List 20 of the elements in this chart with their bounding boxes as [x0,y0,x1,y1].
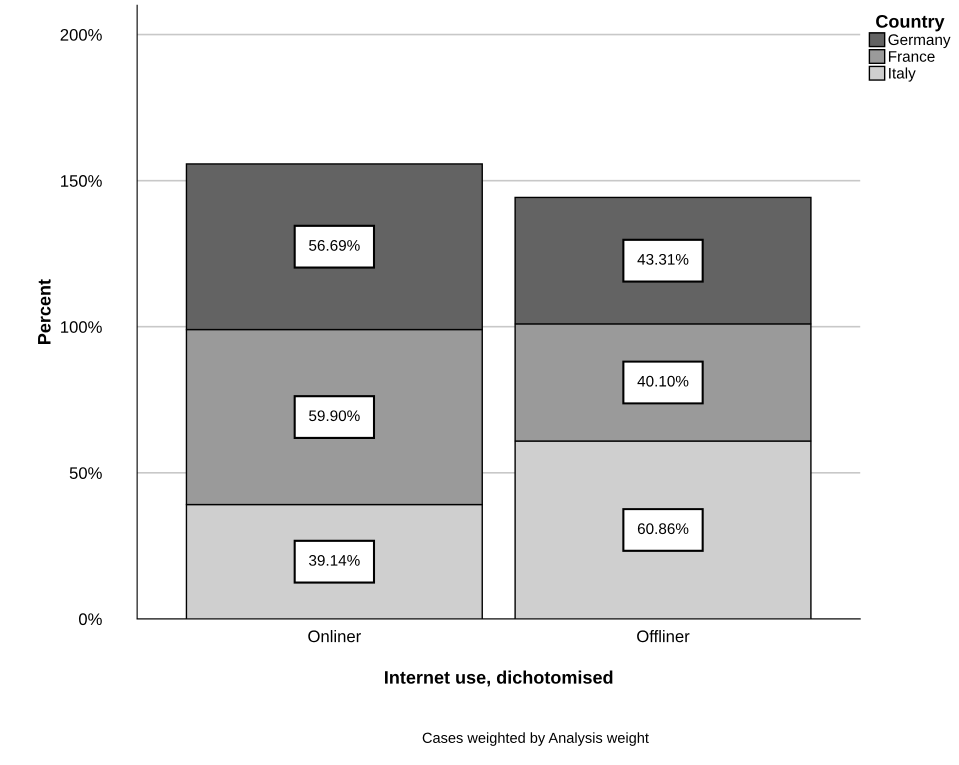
data-label: 40.10% [637,376,688,387]
legend-label: France [888,51,935,62]
data-label: 39.14% [309,554,360,566]
x-tick-label: Onliner [308,630,361,642]
legend-label: Italy [889,67,916,82]
y-tick-label: 200% [60,28,102,41]
y-axis-title: Percent [38,279,51,344]
x-tick-label: Offliner [637,630,690,642]
data-label: 56.69% [309,240,360,251]
data-label: 60.86% [638,523,688,534]
legend-label: Germany [888,34,951,48]
y-tick-label: 0% [78,613,102,626]
y-tick-label: 150% [61,175,102,187]
x-axis-title: Internet use, dichotomised [385,670,612,686]
data-label: 59.90% [309,410,360,422]
data-label: 43.31% [637,254,688,265]
y-tick-label: 50% [70,467,102,480]
text: Cases weighted by Analysis weight [422,732,649,746]
legend-title: Country [876,15,944,32]
y-tick-label: 100% [61,321,102,333]
